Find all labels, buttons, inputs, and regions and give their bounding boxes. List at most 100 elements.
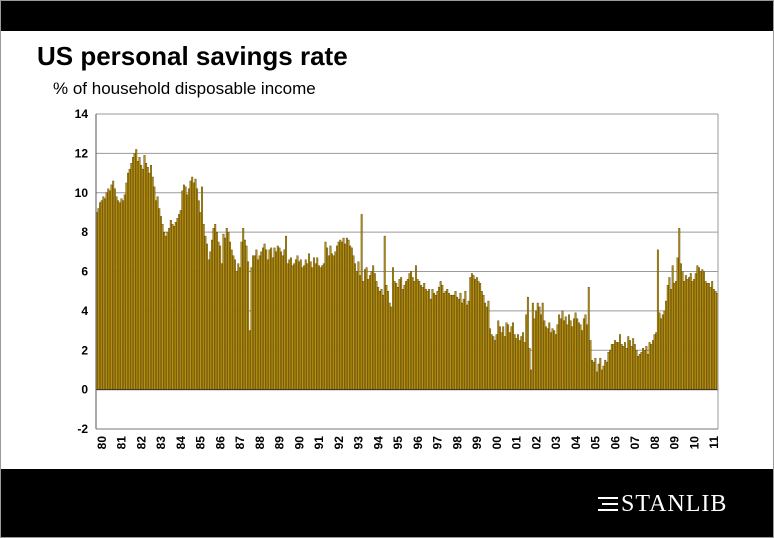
bar	[707, 283, 710, 390]
bar	[480, 291, 483, 390]
bar	[336, 245, 338, 390]
bar	[558, 314, 561, 390]
bar	[576, 318, 579, 390]
bar	[474, 279, 477, 390]
bar	[354, 263, 357, 390]
bar	[225, 228, 228, 390]
bar	[609, 350, 612, 390]
bar	[258, 255, 261, 390]
bar	[387, 291, 389, 390]
bar	[113, 188, 116, 390]
bar	[393, 281, 396, 390]
bar	[617, 342, 620, 390]
bar	[255, 249, 258, 390]
bar	[268, 249, 271, 390]
bar	[145, 163, 148, 390]
bar	[441, 285, 444, 390]
bar	[528, 348, 531, 390]
bar	[648, 342, 651, 390]
bar	[347, 239, 350, 390]
bar	[132, 157, 134, 390]
bar	[515, 338, 518, 390]
bar	[466, 304, 468, 390]
bar	[620, 344, 623, 390]
bar	[587, 287, 590, 390]
bar	[568, 314, 570, 390]
x-tick-label: 09	[668, 436, 682, 450]
bar	[372, 265, 375, 390]
bar	[472, 275, 475, 390]
bar	[238, 267, 241, 390]
bar	[105, 192, 108, 390]
bar	[117, 200, 120, 390]
bar	[469, 277, 472, 390]
bar	[385, 285, 388, 390]
bar	[138, 157, 141, 390]
bar	[299, 259, 302, 390]
bar	[703, 271, 705, 390]
stanlib-lines-icon	[598, 495, 618, 513]
bar	[155, 200, 157, 390]
bar	[559, 318, 562, 390]
bar	[714, 291, 717, 390]
bar	[538, 306, 541, 390]
bar	[319, 267, 322, 390]
bar	[204, 235, 207, 390]
bar	[396, 287, 399, 390]
bar	[303, 265, 306, 390]
bar	[392, 267, 394, 390]
x-tick-label: 96	[411, 436, 425, 450]
bar	[248, 330, 251, 390]
bar	[112, 180, 115, 390]
bar	[370, 271, 373, 390]
bar	[650, 344, 653, 390]
bar	[250, 267, 253, 390]
bar	[656, 249, 659, 390]
bar	[273, 247, 276, 390]
bar	[316, 257, 319, 390]
bar	[681, 271, 684, 390]
chart-subtitle: % of household disposable income	[53, 79, 316, 98]
bar	[451, 294, 454, 390]
bar	[395, 283, 398, 390]
bar	[599, 357, 602, 390]
bar	[293, 263, 296, 390]
x-tick-label: 93	[352, 436, 366, 450]
bar	[522, 332, 524, 390]
bar	[388, 302, 391, 390]
x-tick-label: 80	[95, 436, 109, 450]
x-tick-label: 01	[510, 436, 524, 450]
bar	[168, 228, 171, 390]
bar	[597, 363, 600, 390]
bar	[642, 348, 644, 390]
bar	[171, 224, 174, 390]
bar	[701, 269, 704, 390]
bar	[554, 334, 557, 390]
bar	[482, 294, 485, 390]
bar	[311, 267, 314, 390]
bar	[166, 231, 169, 390]
bar	[457, 298, 460, 390]
x-tick-label: 99	[470, 436, 484, 450]
bar	[489, 328, 491, 390]
bar	[433, 292, 436, 390]
bar	[128, 168, 131, 390]
bar	[140, 165, 143, 390]
bar	[454, 291, 457, 390]
x-tick-label: 11	[707, 436, 721, 449]
bar	[411, 277, 414, 390]
bar	[156, 196, 159, 390]
bar	[275, 251, 278, 390]
bar	[148, 172, 151, 390]
bar	[118, 202, 121, 390]
bar	[615, 342, 618, 390]
bar	[104, 198, 106, 390]
bar	[546, 328, 549, 390]
bar	[643, 350, 646, 390]
bar	[461, 302, 463, 390]
bar	[503, 336, 506, 390]
bar	[464, 291, 467, 390]
x-tick-label: 97	[431, 436, 445, 450]
bar	[563, 320, 566, 390]
bar	[298, 261, 301, 390]
